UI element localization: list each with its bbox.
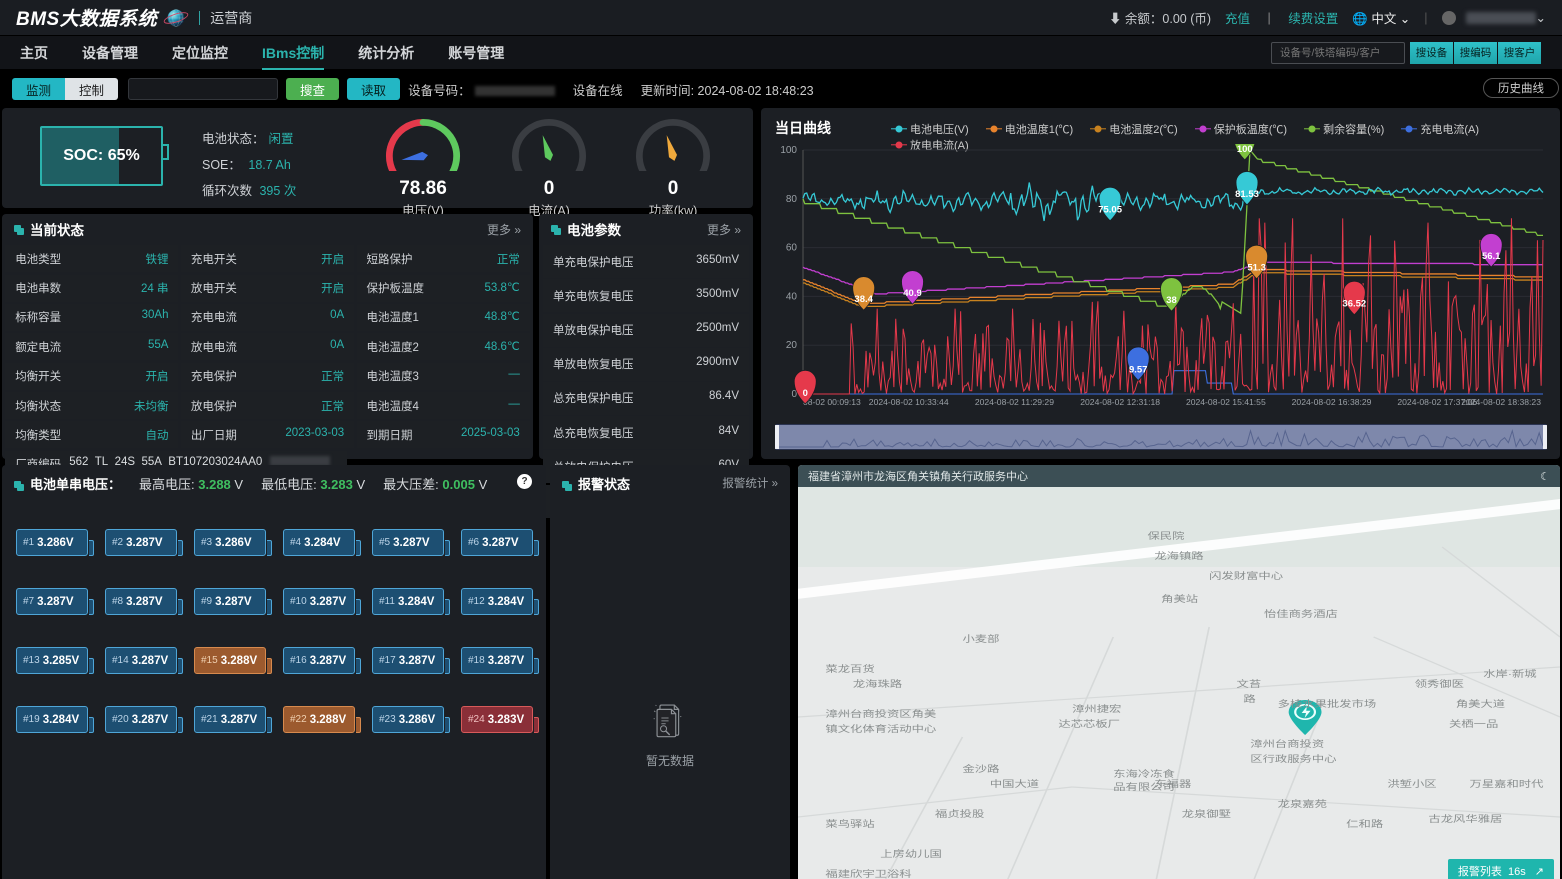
svg-text:福贞投股: 福贞投股 xyxy=(935,809,985,820)
svg-text:2024-08-02 15:41:55: 2024-08-02 15:41:55 xyxy=(1186,397,1266,407)
svg-text:东福器: 东福器 xyxy=(1154,779,1191,790)
svg-text:金沙路: 金沙路 xyxy=(962,764,999,775)
svg-text:100: 100 xyxy=(780,145,797,156)
svg-text:2024-08-02 11:29:29: 2024-08-02 11:29:29 xyxy=(975,397,1054,407)
svg-text:2024-08-02 16:38:29: 2024-08-02 16:38:29 xyxy=(1292,397,1372,407)
svg-text:仁和路: 仁和路 xyxy=(1346,819,1383,830)
svg-text:81.53: 81.53 xyxy=(1235,189,1259,200)
svg-text:40: 40 xyxy=(786,291,798,302)
svg-text:怡佳商务酒店: 怡佳商务酒店 xyxy=(1264,609,1338,620)
svg-text:镇文化体育活动中心: 镇文化体育活动中心 xyxy=(825,724,936,735)
svg-text:51.3: 51.3 xyxy=(1247,263,1266,274)
svg-text:75.05: 75.05 xyxy=(1098,205,1122,216)
svg-text:56.1: 56.1 xyxy=(1482,251,1501,262)
svg-text:东海冷冻食: 东海冷冻食 xyxy=(1113,769,1175,780)
svg-text:36.52: 36.52 xyxy=(1342,299,1366,310)
svg-text:菜鸟驿站: 菜鸟驿站 xyxy=(825,819,875,830)
svg-text:漳州捷宏: 漳州捷宏 xyxy=(1072,704,1122,715)
svg-text:40.9: 40.9 xyxy=(903,288,922,299)
svg-text:60: 60 xyxy=(786,243,798,254)
svg-text:角美站: 角美站 xyxy=(1161,594,1198,605)
svg-text:洪堑小区: 洪堑小区 xyxy=(1387,779,1437,790)
svg-text:9.57: 9.57 xyxy=(1129,364,1148,375)
svg-text:38.4: 38.4 xyxy=(854,294,873,305)
svg-text:上房幼儿国: 上房幼儿国 xyxy=(880,849,942,860)
svg-text:08-02 00:09:13: 08-02 00:09:13 xyxy=(803,397,861,407)
svg-text:漳州台商投资: 漳州台商投资 xyxy=(1250,739,1324,750)
svg-text:领秀御医: 领秀御医 xyxy=(1415,679,1465,690)
svg-text:龙泉御墅: 龙泉御墅 xyxy=(1182,809,1232,820)
svg-text:龙泉嘉苑: 龙泉嘉苑 xyxy=(1278,799,1328,810)
svg-text:古龙风华雅居: 古龙风华雅居 xyxy=(1428,814,1502,825)
svg-text:20: 20 xyxy=(786,340,798,351)
svg-text:关栖一品: 关栖一品 xyxy=(1449,719,1498,730)
svg-text:漳州台商投资区角美: 漳州台商投资区角美 xyxy=(825,709,936,720)
svg-text:福建欣宇卫浴科: 福建欣宇卫浴科 xyxy=(825,869,911,879)
svg-text:多棱水果批发市场: 多棱水果批发市场 xyxy=(1278,699,1377,710)
svg-text:保民院: 保民院 xyxy=(1147,531,1184,542)
svg-text:2024-08-02 10:33:44: 2024-08-02 10:33:44 xyxy=(869,397,949,407)
svg-text:80: 80 xyxy=(786,194,798,205)
svg-text:2024-08-02 18:38:23: 2024-08-02 18:38:23 xyxy=(1461,397,1541,407)
svg-text:2024-08-02 12:31:18: 2024-08-02 12:31:18 xyxy=(1080,397,1160,407)
svg-text:中国大道: 中国大道 xyxy=(990,779,1040,790)
svg-text:路: 路 xyxy=(1243,694,1256,705)
svg-text:小麦部: 小麦部 xyxy=(962,634,999,645)
svg-text:龙海镇路: 龙海镇路 xyxy=(1154,551,1204,562)
svg-text:万星嘉和时代: 万星嘉和时代 xyxy=(1470,779,1544,790)
svg-text:38: 38 xyxy=(1166,295,1177,306)
svg-text:达芯芯板厂: 达芯芯板厂 xyxy=(1058,719,1120,730)
svg-text:区行政服务中心: 区行政服务中心 xyxy=(1250,754,1336,765)
svg-text:角美大道: 角美大道 xyxy=(1456,699,1506,710)
svg-text:0: 0 xyxy=(803,388,808,399)
svg-text:文苔: 文苔 xyxy=(1237,679,1262,690)
svg-text:闪发财富中心: 闪发财富中心 xyxy=(1209,571,1283,582)
svg-text:菜龙百货: 菜龙百货 xyxy=(825,664,875,675)
svg-text:100: 100 xyxy=(1237,144,1253,155)
svg-text:龙海珠路: 龙海珠路 xyxy=(853,679,903,690)
svg-text:水岸·新城: 水岸·新城 xyxy=(1483,669,1537,680)
